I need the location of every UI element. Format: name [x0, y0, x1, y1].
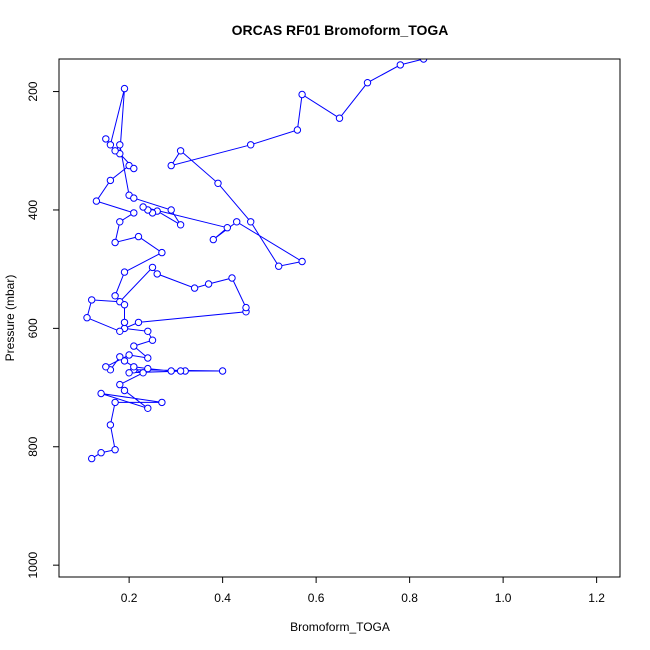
data-point: [363, 79, 372, 87]
data-point: [144, 354, 152, 362]
data-point: [144, 404, 152, 412]
data-point: [88, 454, 96, 463]
data-point: [176, 221, 185, 229]
x-tick-label: 1.2: [588, 591, 605, 605]
plot-frame: [58, 58, 621, 578]
data-point: [144, 327, 152, 335]
data-point: [111, 398, 119, 407]
data-point: [176, 367, 185, 375]
data-point: [242, 303, 250, 312]
data-point: [130, 342, 138, 350]
y-tick-label: 800: [26, 436, 40, 456]
data-point: [134, 318, 143, 327]
x-axis: 0.2 0.4 0.6 0.8 1.0 1.2: [121, 577, 605, 605]
data-point: [130, 209, 138, 217]
y-axis-label: Pressure (mbar): [3, 275, 17, 362]
data-point: [233, 218, 241, 226]
data-point: [144, 364, 152, 373]
data-point: [106, 421, 115, 429]
data-point: [209, 235, 218, 244]
data-point: [134, 232, 143, 241]
data-point: [102, 135, 110, 143]
data-point: [158, 398, 166, 407]
series-line: [86, 59, 424, 460]
x-axis-label: Bromoform_TOGA: [290, 620, 390, 634]
y-tick-label: 1000: [26, 551, 40, 578]
data-point: [214, 179, 222, 188]
data-point: [106, 141, 115, 149]
data-point: [419, 59, 428, 63]
data-point: [111, 238, 119, 247]
data-point: [88, 296, 96, 304]
data-point: [167, 206, 175, 214]
data-point: [120, 357, 129, 365]
x-tick-label: 1.0: [495, 591, 512, 605]
data-point: [396, 61, 404, 69]
data-point: [106, 176, 115, 185]
x-tick-label: 0.6: [308, 591, 325, 605]
data-point: [83, 314, 91, 322]
data-point: [130, 194, 138, 202]
data-point: [130, 363, 138, 371]
y-axis: 200 400 600 800 1000: [26, 81, 59, 579]
data-point: [125, 369, 133, 377]
data-point: [204, 280, 213, 288]
data-point: [130, 164, 138, 173]
x-tick-label: 0.2: [121, 591, 138, 605]
data-point: [120, 301, 129, 309]
data-point: [97, 389, 105, 398]
data-point: [120, 386, 129, 395]
data-point: [111, 292, 119, 300]
data-point: [228, 274, 236, 282]
data-point: [335, 114, 344, 122]
y-tick-label: 400: [26, 200, 40, 220]
data-point: [92, 197, 101, 205]
plot-area: [83, 59, 428, 463]
data-point: [223, 224, 232, 232]
data-point: [120, 318, 129, 327]
data-point: [153, 270, 161, 278]
data-point: [148, 263, 157, 272]
data-point: [293, 126, 302, 134]
data-point: [298, 257, 306, 266]
data-point: [148, 336, 157, 344]
data-point: [139, 203, 147, 211]
chart-title: ORCAS RF01 Bromoform_TOGA: [232, 22, 449, 38]
data-point: [116, 141, 124, 149]
y-tick-label: 600: [26, 318, 40, 338]
data-point: [218, 367, 227, 375]
data-point: [176, 147, 185, 155]
data-point: [120, 84, 129, 93]
data-point: [102, 363, 110, 371]
data-point: [120, 268, 129, 276]
data-point: [247, 141, 255, 149]
data-point: [116, 380, 124, 389]
data-point: [247, 218, 255, 226]
data-point: [111, 147, 119, 155]
data-point: [116, 327, 124, 335]
data-point: [139, 369, 147, 377]
data-point: [116, 218, 124, 226]
data-point: [111, 446, 119, 454]
data-point: [167, 161, 175, 170]
data-point: [116, 353, 124, 361]
data-point: [125, 351, 133, 359]
data-point: [190, 284, 199, 292]
data-point: [158, 248, 166, 257]
data-point: [97, 449, 105, 457]
x-tick-label: 0.4: [214, 591, 231, 605]
y-tick-label: 200: [26, 81, 40, 101]
data-point: [167, 367, 175, 375]
x-tick-label: 0.8: [401, 591, 418, 605]
data-point: [298, 90, 306, 99]
data-point: [275, 262, 283, 270]
